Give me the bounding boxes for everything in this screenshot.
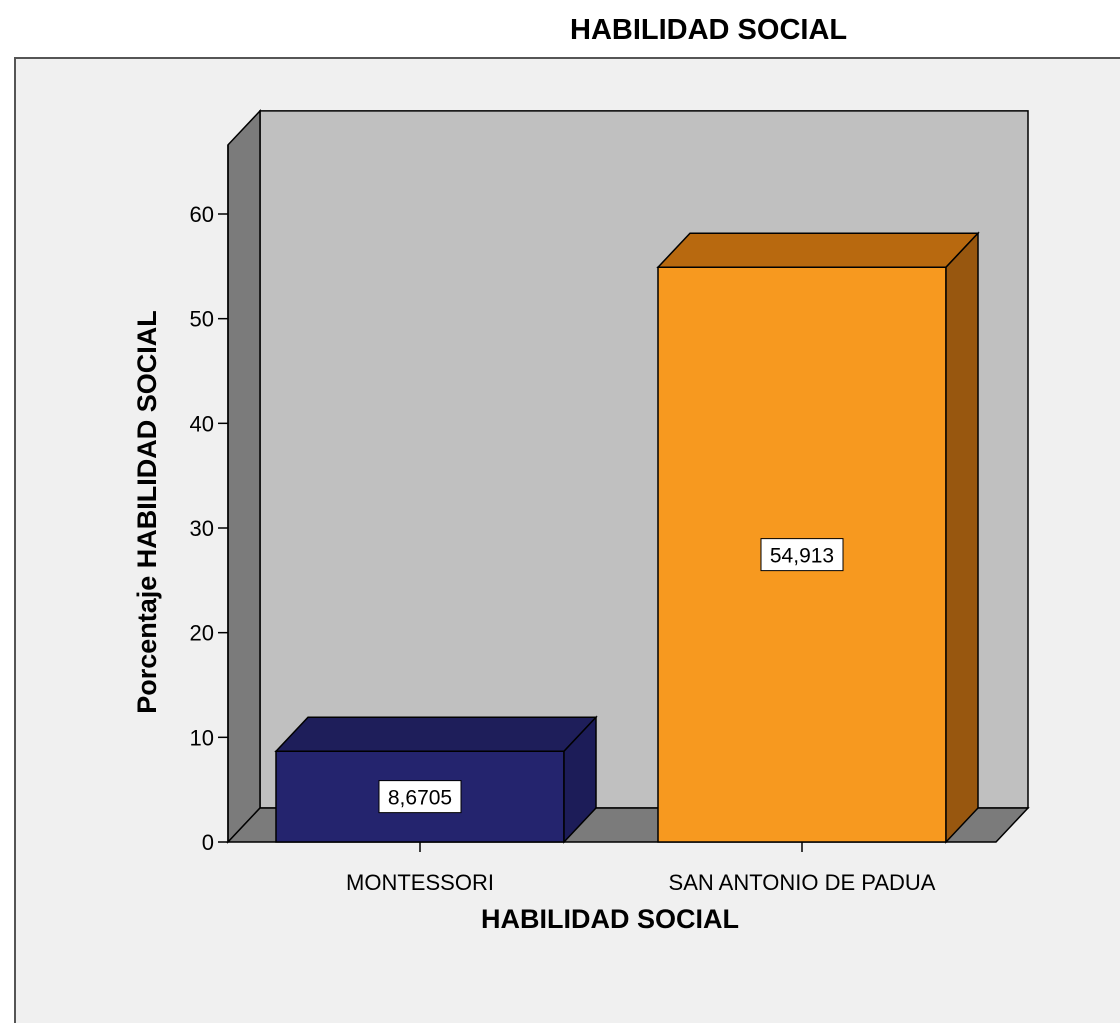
y-tick-label: 50 [190,307,214,332]
y-axis: 0 10 20 30 40 50 60 [190,144,229,855]
y-tick-label: 10 [190,725,214,750]
y-axis-title: Porcentaje HABILIDAD SOCIAL [132,310,162,714]
y-tick-label: 30 [190,516,214,541]
data-label: 8,6705 [388,787,452,810]
bar-side [563,715,597,844]
x-axis-title: HABILIDAD SOCIAL [481,904,739,934]
x-tick-label: MONTESSORI [346,870,494,895]
bar-side [945,231,979,844]
y-tick-label: 60 [190,202,214,227]
bars: 8,6705 54,913 [274,231,980,844]
x-tick-label: SAN ANTONIO DE PADUA [669,870,936,895]
data-label: 54,913 [770,545,834,568]
chart-title: HABILIDAD SOCIAL [570,14,848,46]
bar-san-antonio-de-padua: 54,913 [656,231,980,844]
y-tick-label: 0 [202,830,214,855]
bar-top [274,716,598,752]
bar-montessori: 8,6705 [274,715,598,844]
y-tick-label: 20 [190,621,214,646]
bar-top [656,232,980,268]
data-label-box [378,780,462,814]
data-label-box [760,538,844,572]
category-labels: MONTESSORI SAN ANTONIO DE PADUA [346,842,936,895]
side-wall [227,109,261,844]
y-tick-label: 40 [190,411,214,436]
